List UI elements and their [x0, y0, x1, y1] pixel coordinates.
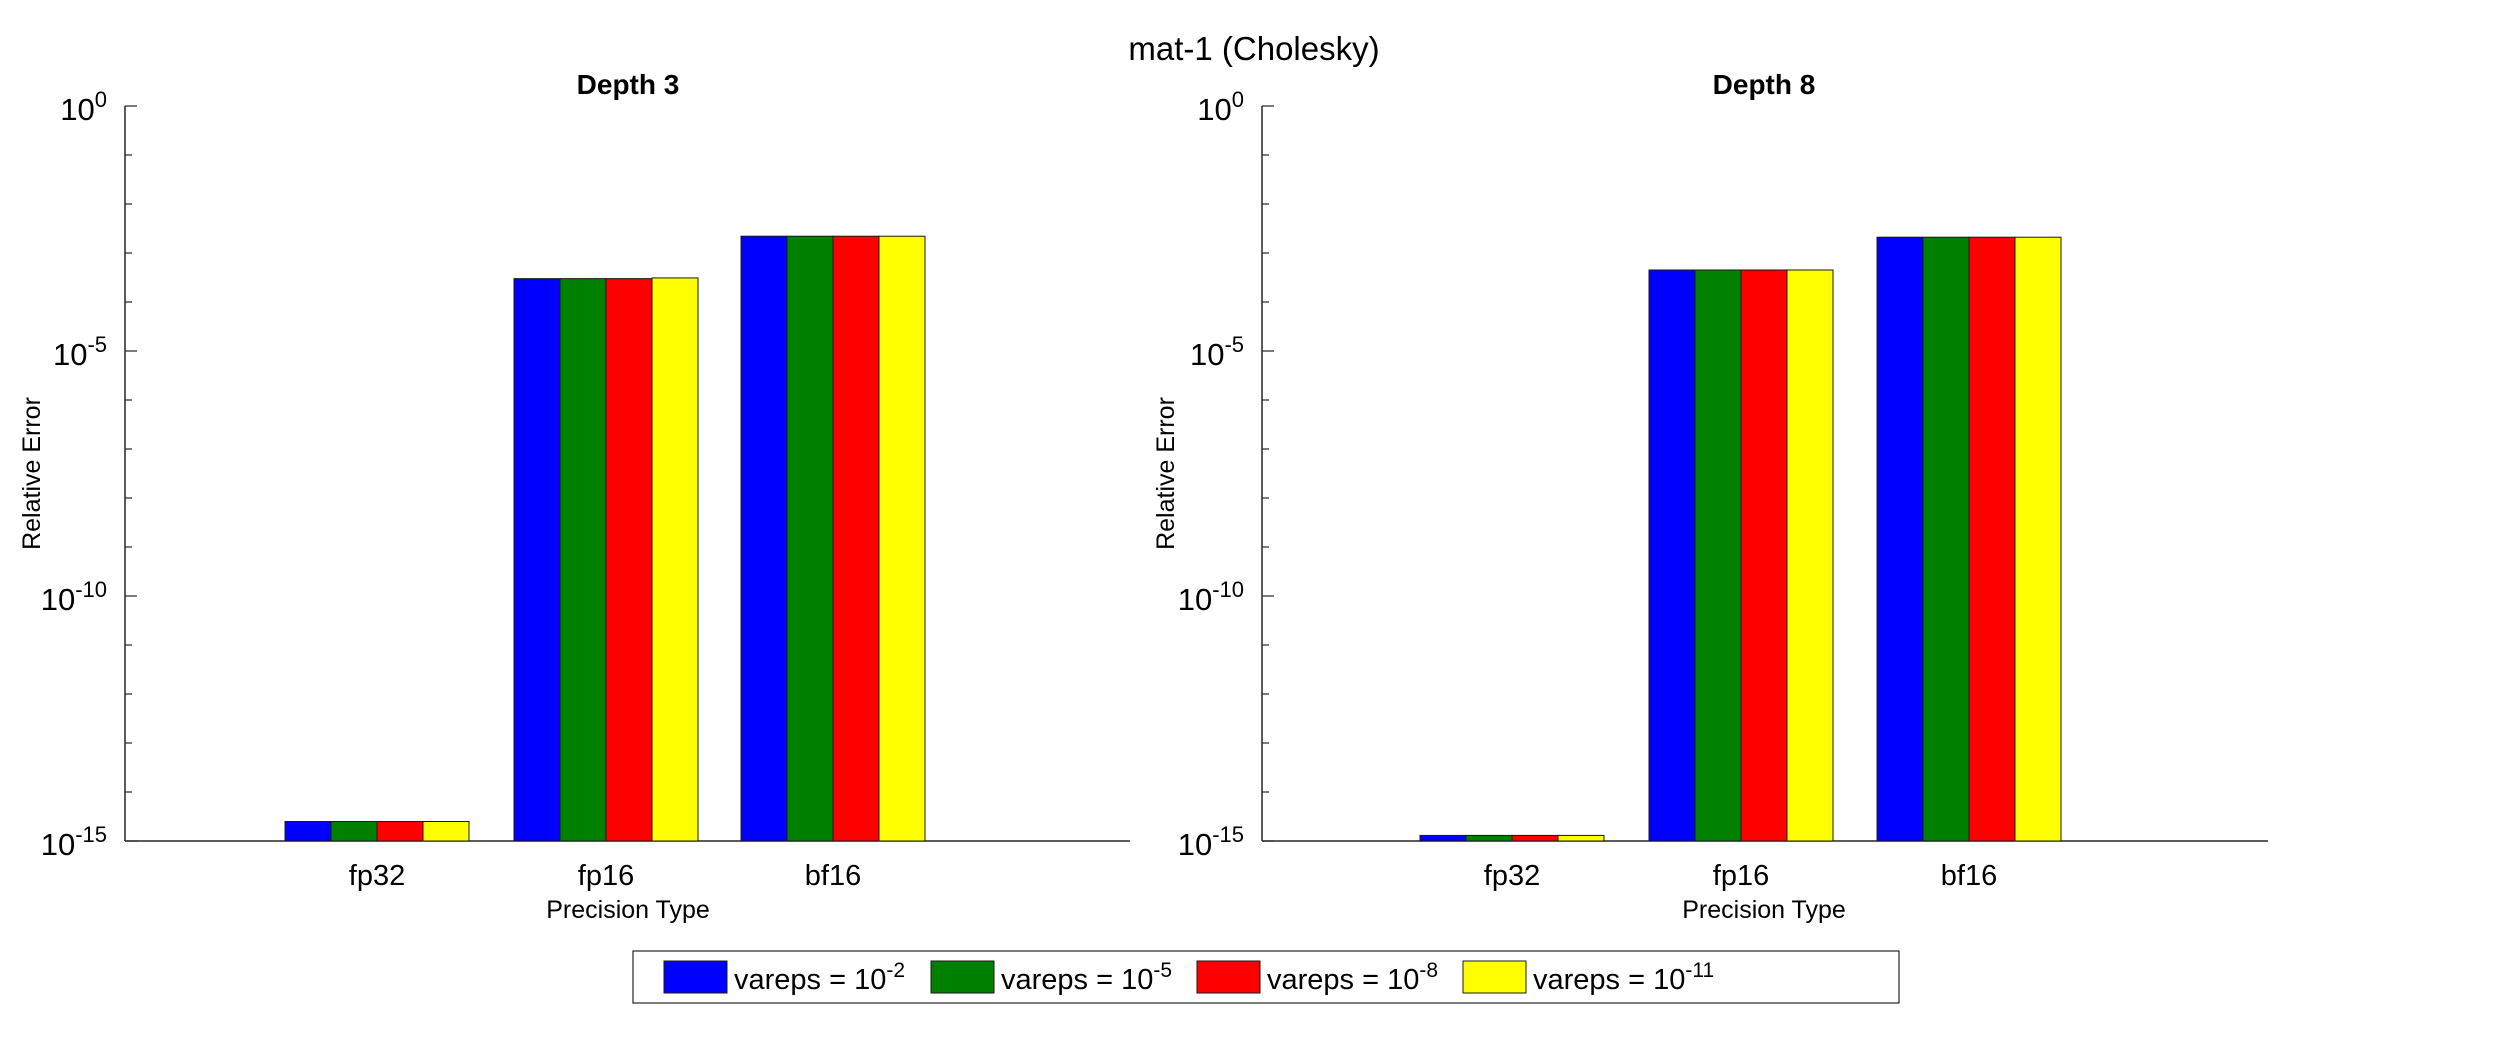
y-tick-label: 10-10 — [41, 577, 107, 617]
y-tick-label: 10-10 — [1178, 577, 1244, 617]
bar-fp16-series-1 — [513, 278, 561, 842]
bar-fp16-series-4 — [1786, 269, 1834, 842]
bar-fp16-series-2 — [559, 278, 607, 842]
chart-panel-2: Depth 8 100 10-5 10-10 10-15 fp32 fp16 bf16 Prec… — [1152, 69, 2268, 924]
legend-box — [632, 950, 1900, 1004]
bar-fp32-series-3 — [376, 821, 424, 842]
figure-title: mat-1 (Cholesky) — [1128, 30, 1379, 67]
bar-fp32-series-2 — [1465, 834, 1513, 842]
bar-fp16-series-1 — [1648, 269, 1696, 842]
chart-title: Depth 3 — [577, 69, 680, 100]
x-tick-label: fp32 — [349, 860, 405, 892]
legend-label-4: vareps = 10-11 — [1533, 959, 1714, 996]
y-axis-label: Relative Error — [18, 397, 46, 550]
bar-fp16-series-2 — [1694, 269, 1742, 842]
bar-bf16-series-4 — [878, 235, 926, 842]
bar-bf16-series-2 — [1922, 236, 1970, 842]
y-tick-label: 10-15 — [41, 822, 107, 862]
bar-bf16-series-1 — [1876, 236, 1924, 842]
x-axis-label: Precision Type — [546, 896, 710, 924]
bar-fp16-series-3 — [605, 278, 653, 842]
y-tick-label: 100 — [60, 87, 107, 127]
x-tick-label: bf16 — [805, 860, 861, 892]
legend-label-1: vareps = 10-2 — [734, 959, 905, 996]
y-tick-label: 10-15 — [1178, 822, 1244, 862]
chart-title: Depth 8 — [1713, 69, 1816, 100]
bar-fp32-series-1 — [284, 821, 332, 842]
x-axis-label: Precision Type — [1682, 896, 1846, 924]
legend: vareps = 10-2 vareps = 10-5 vareps = 10-8 v… — [632, 950, 1900, 1004]
legend-swatch-4 — [1462, 960, 1527, 994]
legend-swatch-1 — [663, 960, 728, 994]
y-axis-label: Relative Error — [1152, 397, 1180, 550]
bar-bf16-series-3 — [832, 235, 880, 842]
chart-panel-1: Depth 3 100 10-5 10-10 10-15 fp32 fp16 bf16 Prec… — [18, 69, 1130, 924]
bar-bf16-series-3 — [1968, 236, 2016, 842]
bar-fp32-series-4 — [422, 821, 470, 842]
x-tick-label: fp32 — [1484, 860, 1540, 892]
bar-bf16-series-2 — [786, 235, 834, 842]
legend-swatch-3 — [1196, 960, 1261, 994]
y-tick-label: 10-5 — [1190, 332, 1244, 372]
legend-swatch-2 — [930, 960, 995, 994]
x-tick-label: bf16 — [1941, 860, 1997, 892]
bar-fp32-series-3 — [1511, 834, 1559, 842]
bar-bf16-series-4 — [2014, 236, 2062, 842]
bar-bf16-series-1 — [740, 235, 788, 842]
panels: Depth 3 100 10-5 10-10 10-15 fp32 fp16 bf16 Prec… — [18, 69, 2268, 924]
bar-fp32-series-1 — [1419, 834, 1467, 842]
legend-label-3: vareps = 10-8 — [1267, 959, 1438, 996]
x-tick-label: fp16 — [1713, 860, 1769, 892]
bar-fp32-series-2 — [330, 821, 378, 842]
bar-fp16-series-4 — [651, 277, 699, 842]
legend-label-2: vareps = 10-5 — [1001, 959, 1172, 996]
y-tick-label: 10-5 — [53, 332, 107, 372]
y-tick-label: 100 — [1197, 87, 1244, 127]
bar-fp16-series-3 — [1740, 269, 1788, 842]
bar-fp32-series-4 — [1557, 834, 1605, 842]
x-tick-label: fp16 — [578, 860, 634, 892]
